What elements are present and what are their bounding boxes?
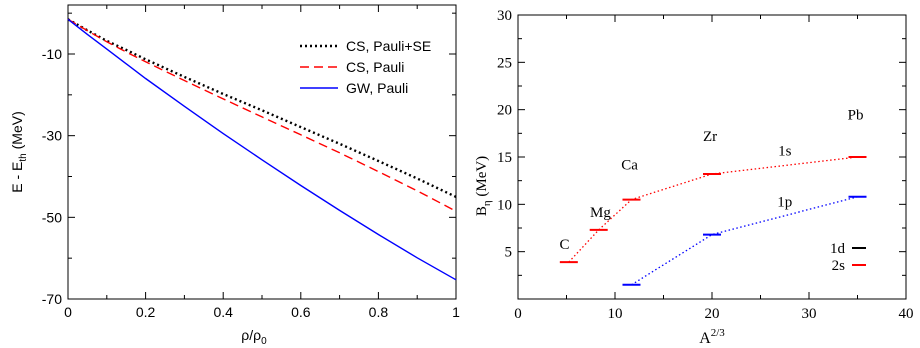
annotation-c: C [560,237,570,253]
y-tick-label: 20 [497,103,512,119]
y-tick-label: -70 [42,291,62,307]
x-tick-label: 0 [64,304,72,320]
y-tick-label: -30 [42,128,62,144]
legend-label-1d: 1d [830,241,846,257]
legend-label-cs-pauli-se: CS, Pauli+SE [346,38,431,54]
x-axis-subscript: 0 [261,336,267,347]
y-tick-label: 30 [497,8,512,24]
series-line-gw-pauli [67,18,457,281]
annotation-1s: 1s [778,143,792,159]
x-tick-label: 0.4 [213,304,233,320]
y-tick-label: -50 [42,209,62,225]
x-tick-label: 0.6 [291,304,311,320]
y-tick-label: 15 [497,150,512,166]
x-tick-label: 0 [514,306,522,322]
series-line-cs-pauli [67,18,457,212]
y-axis-title: E - Eth (MeV) [9,111,29,192]
legend-label-gw-pauli: GW, Pauli [346,80,408,96]
x-tick-label: 1 [452,304,460,320]
y-tick-label: 5 [505,245,513,261]
y-tick-label: 10 [497,197,512,213]
y-axis-unit-right: (MeV) [474,156,490,201]
x-tick-label: 40 [899,306,914,322]
y-axis-e: E - E [9,162,25,193]
annotation-pb: Pb [848,107,864,123]
y-tick-label: -10 [42,46,62,62]
y-tick-label: 25 [497,55,512,71]
y-axis-unit: (MeV) [9,111,25,153]
chart-energy-vs-density: 0 0.2 0.4 0.6 0.8 1 -10 -30 -50 -70 CS, Pauli+SE… [9,4,460,347]
y-axis-subscript: th [18,153,29,161]
legend-label-cs-pauli: CS, Pauli [346,59,404,75]
legend-right: 1d 2s [830,241,866,274]
annotation-1p: 1p [777,194,792,210]
y-axis-subscript-eta: η [481,200,493,206]
x-axis-superscript: 2/3 [711,327,726,339]
x-tick-label: 10 [608,306,623,322]
plot-frame-right [517,14,907,300]
connector-1p [631,196,858,286]
y-axis-b: B [474,206,490,216]
x-tick-label: 0.8 [369,304,389,320]
x-tick-label: 0.2 [136,304,156,320]
legend: CS, Pauli+SE CS, Pauli GW, Pauli [300,38,431,96]
annotation-mg: Mg [590,205,611,221]
connector-1s [568,156,858,263]
legend-label-2s: 2s [832,258,846,274]
x-tick-label: 20 [705,306,720,322]
x-axis-title: ρ/ρ0 [241,327,267,347]
x-axis-title-right: A2/3 [699,327,725,347]
x-axis-rho: ρ/ρ [241,327,261,343]
chart-binding-energy: 0 10 20 30 40 5 10 15 20 25 30 C Mg Ca Zr Pb 1s 1p 1d 2… [474,8,914,347]
annotation-zr: Zr [703,129,717,145]
x-tick-label: 30 [802,306,817,322]
annotation-ca: Ca [621,158,638,174]
series-line-cs-pauli-se [67,18,457,198]
y-axis-title-right: Bη (MeV) [474,156,493,216]
x-axis-a: A [699,330,711,347]
